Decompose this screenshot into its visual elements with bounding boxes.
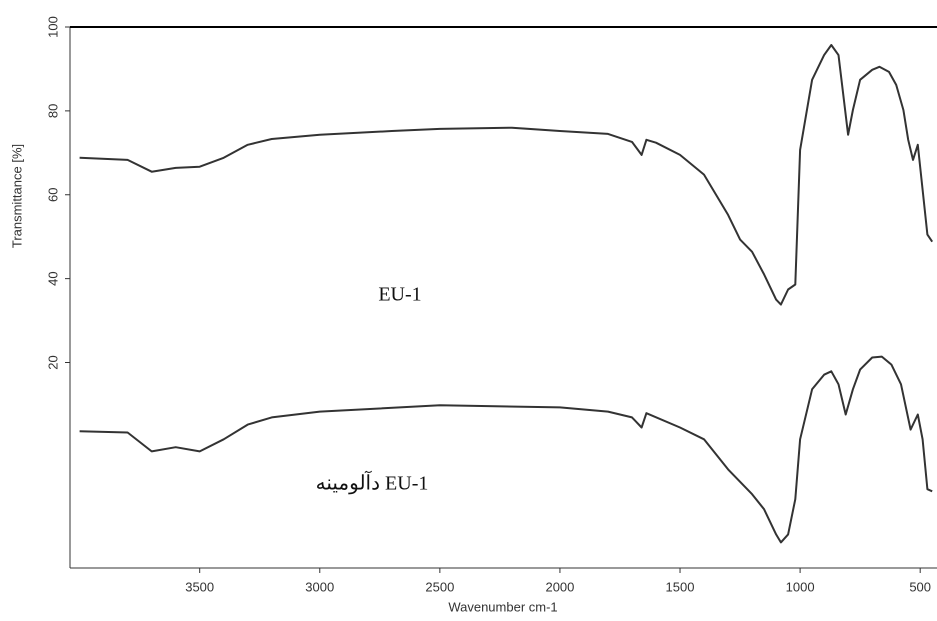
y-tick-label: 100 <box>45 16 60 38</box>
y-tick-label: 20 <box>45 355 60 369</box>
annotation: EU-1 <box>378 284 421 306</box>
x-tick-label: 1500 <box>666 579 695 594</box>
spectrum-line <box>79 355 933 544</box>
x-tick-label: 3500 <box>185 579 214 594</box>
y-tick-label: 60 <box>45 188 60 202</box>
x-tick-label: 500 <box>909 579 931 594</box>
x-tick-label: 3000 <box>305 579 334 594</box>
y-axis-title: Transmittance [%] <box>9 144 24 248</box>
y-tick-label: 80 <box>45 104 60 118</box>
annotation: دآلومینه EU-1 <box>316 471 429 495</box>
x-tick-label: 2000 <box>545 579 574 594</box>
spectrum-line <box>79 44 934 306</box>
x-tick-label: 1000 <box>786 579 815 594</box>
y-tick-label: 40 <box>45 271 60 285</box>
x-axis-title: Wavenumber cm-1 <box>448 599 557 614</box>
x-tick-label: 2500 <box>425 579 454 594</box>
